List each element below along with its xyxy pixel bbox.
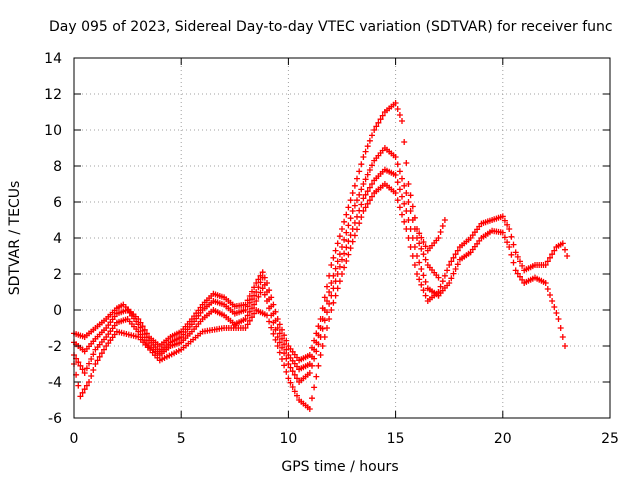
y-tick-label: 0 — [53, 303, 62, 319]
point-markers — [71, 100, 448, 364]
data-points — [71, 100, 571, 412]
y-tick-label: 2 — [53, 267, 62, 283]
series-middle-upper-track — [71, 145, 442, 373]
x-tick-label: 25 — [601, 431, 619, 447]
y-tick-label: -4 — [48, 375, 62, 391]
y-tick-label: -6 — [48, 411, 62, 427]
x-tick-label: 0 — [70, 431, 79, 447]
y-tick-label: 14 — [44, 51, 62, 67]
series-middle-lower-track — [71, 166, 442, 385]
x-tick-label: 5 — [177, 431, 186, 447]
grid-lines — [74, 58, 610, 418]
x-tick-label: 10 — [279, 431, 297, 447]
y-tick-label: -2 — [48, 339, 62, 355]
series-upper-envelope — [71, 100, 448, 364]
point-markers — [71, 166, 442, 385]
x-tick-label: 15 — [387, 431, 405, 447]
point-markers — [435, 213, 571, 295]
series-afternoon-band-lower — [435, 227, 568, 349]
y-axis-label: SDTVAR / TECUs — [7, 181, 23, 296]
x-tick-label: 20 — [494, 431, 512, 447]
series-afternoon-band-upper — [435, 213, 571, 295]
point-markers — [71, 145, 442, 373]
x-axis: 0 5 10 15 20 25 — [70, 58, 619, 447]
y-tick-label: 10 — [44, 123, 62, 139]
y-tick-label: 12 — [44, 87, 62, 103]
point-markers — [435, 227, 568, 349]
y-tick-label: 6 — [53, 195, 62, 211]
y-tick-label: 8 — [53, 159, 62, 175]
y-axis: -6 -4 -2 0 2 4 6 8 10 12 14 — [44, 51, 610, 427]
y-tick-label: 4 — [53, 231, 62, 247]
chart-title: Day 095 of 2023, Sidereal Day-to-day VTE… — [49, 19, 613, 35]
x-axis-label: GPS time / hours — [281, 459, 398, 475]
